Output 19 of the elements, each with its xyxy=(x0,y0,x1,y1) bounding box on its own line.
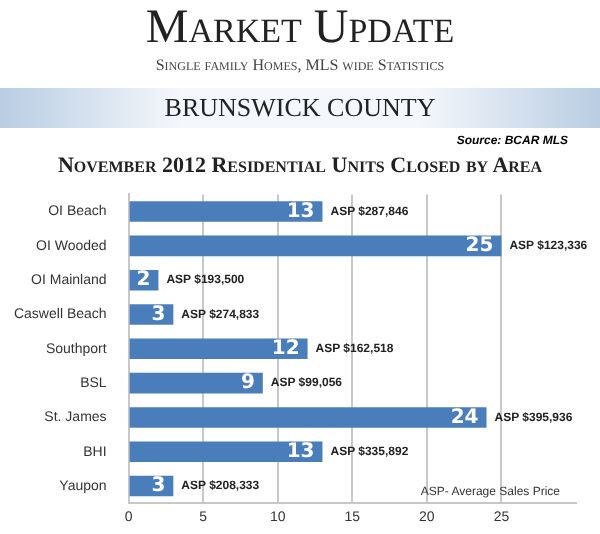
bar xyxy=(129,235,502,257)
data-label: 2 xyxy=(136,269,151,292)
text: November 2012 Residential Units Closed by Area xyxy=(55,152,545,180)
data-label: 12 xyxy=(271,337,300,360)
data-label: 9 xyxy=(240,372,255,395)
text: BRUNSWICK COUNTY xyxy=(0,88,600,128)
chart-subtitle: Single family Homes, MLS wide Statistics xyxy=(153,56,447,78)
bar xyxy=(129,338,308,360)
bar xyxy=(129,407,487,428)
data-label: 13 xyxy=(286,440,315,463)
chart-title: Market Update xyxy=(143,0,457,56)
data-label: 3 xyxy=(151,475,166,498)
bar xyxy=(129,441,323,463)
bar xyxy=(129,201,323,222)
bar xyxy=(129,372,263,394)
data-label: 3 xyxy=(151,303,166,326)
data-label: 25 xyxy=(465,235,494,258)
data-label: 24 xyxy=(450,406,479,429)
data-label: 13 xyxy=(286,200,315,223)
